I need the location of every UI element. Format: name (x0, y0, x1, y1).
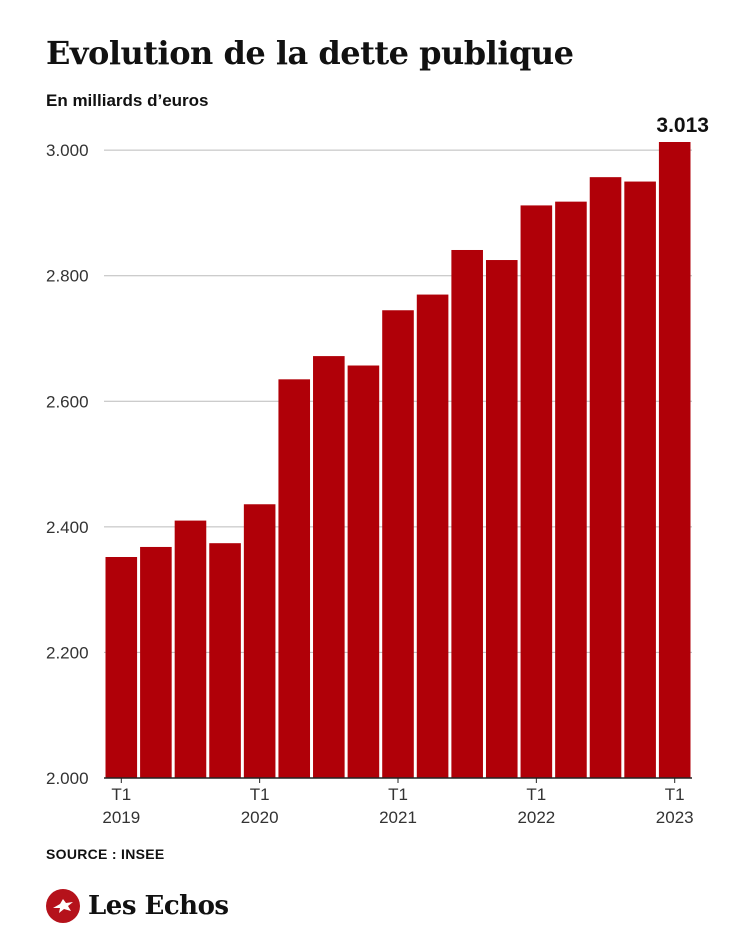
x-tick-label: T1 (111, 785, 131, 804)
chart-subtitle: En milliards d’euros (46, 91, 209, 110)
bar (174, 520, 207, 778)
bar (140, 546, 172, 778)
x-tick-label: 2019 (102, 808, 140, 827)
x-tick-label: 2023 (656, 808, 694, 827)
x-tick-label: T1 (388, 785, 408, 804)
bar (589, 177, 622, 778)
bar (520, 205, 553, 779)
bar (347, 365, 380, 778)
data-label: 3.013 (656, 114, 709, 137)
les-echos-bird-icon (46, 889, 80, 923)
bar (382, 310, 414, 778)
y-tick-label: 2.400 (46, 518, 89, 537)
bar (555, 201, 587, 778)
bar (313, 356, 345, 778)
y-tick-label: 2.600 (46, 392, 89, 411)
bar (105, 557, 138, 778)
logo-text: Les Echos (88, 891, 229, 921)
y-tick-label: 2.800 (46, 267, 89, 286)
bar (416, 294, 449, 778)
labels: 2.000 2.200 2.400 2.600 2.800 3.000 T1 2019 T1 20… (46, 114, 709, 827)
chart-title: Evolution de la dette publique (46, 34, 574, 72)
x-tick-label: T1 (250, 785, 270, 804)
bar (624, 181, 656, 778)
bar (658, 142, 691, 778)
x-tick-label: T1 (526, 785, 546, 804)
y-tick-label: 2.200 (46, 643, 89, 662)
x-tick-label: 2021 (379, 808, 417, 827)
bar-chart: 2.000 2.200 2.400 2.600 2.800 3.000 T1 2019 T1 20… (46, 114, 709, 827)
bar (485, 260, 518, 778)
source-note: SOURCE : INSEE (46, 846, 165, 862)
y-tick-label: 2.000 (46, 769, 89, 788)
x-tick-label: T1 (665, 785, 685, 804)
x-tick-label: 2020 (241, 808, 279, 827)
axes (104, 777, 692, 783)
bars (105, 142, 691, 779)
les-echos-logo: Les Echos (46, 889, 229, 923)
bar (451, 249, 483, 778)
y-tick-label: 3.000 (46, 141, 89, 160)
bar (243, 504, 276, 778)
bar (278, 379, 311, 778)
x-tick-label: 2022 (517, 808, 555, 827)
bar (209, 543, 241, 778)
